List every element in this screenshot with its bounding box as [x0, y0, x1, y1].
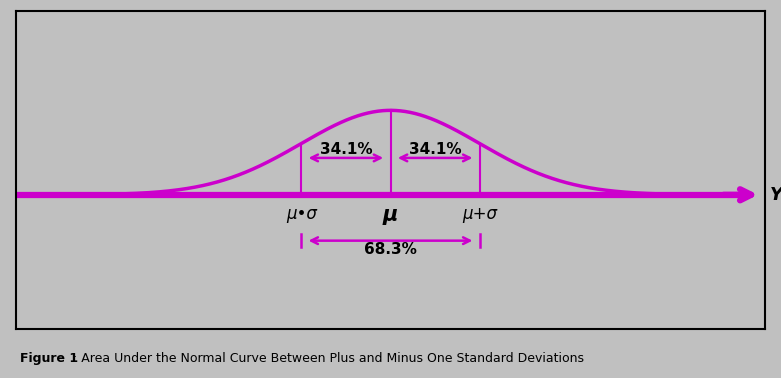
Text: μ+σ: μ+σ — [462, 204, 497, 223]
Text: μ•σ: μ•σ — [286, 204, 316, 223]
Text: : Area Under the Normal Curve Between Plus and Minus One Standard Deviations: : Area Under the Normal Curve Between Pl… — [73, 352, 583, 364]
Text: Y: Y — [770, 186, 781, 204]
Text: 34.1%: 34.1% — [319, 141, 373, 156]
Text: 68.3%: 68.3% — [364, 242, 417, 257]
Text: Figure 1: Figure 1 — [20, 352, 77, 364]
Text: μ: μ — [383, 204, 398, 225]
Text: 34.1%: 34.1% — [408, 141, 462, 156]
